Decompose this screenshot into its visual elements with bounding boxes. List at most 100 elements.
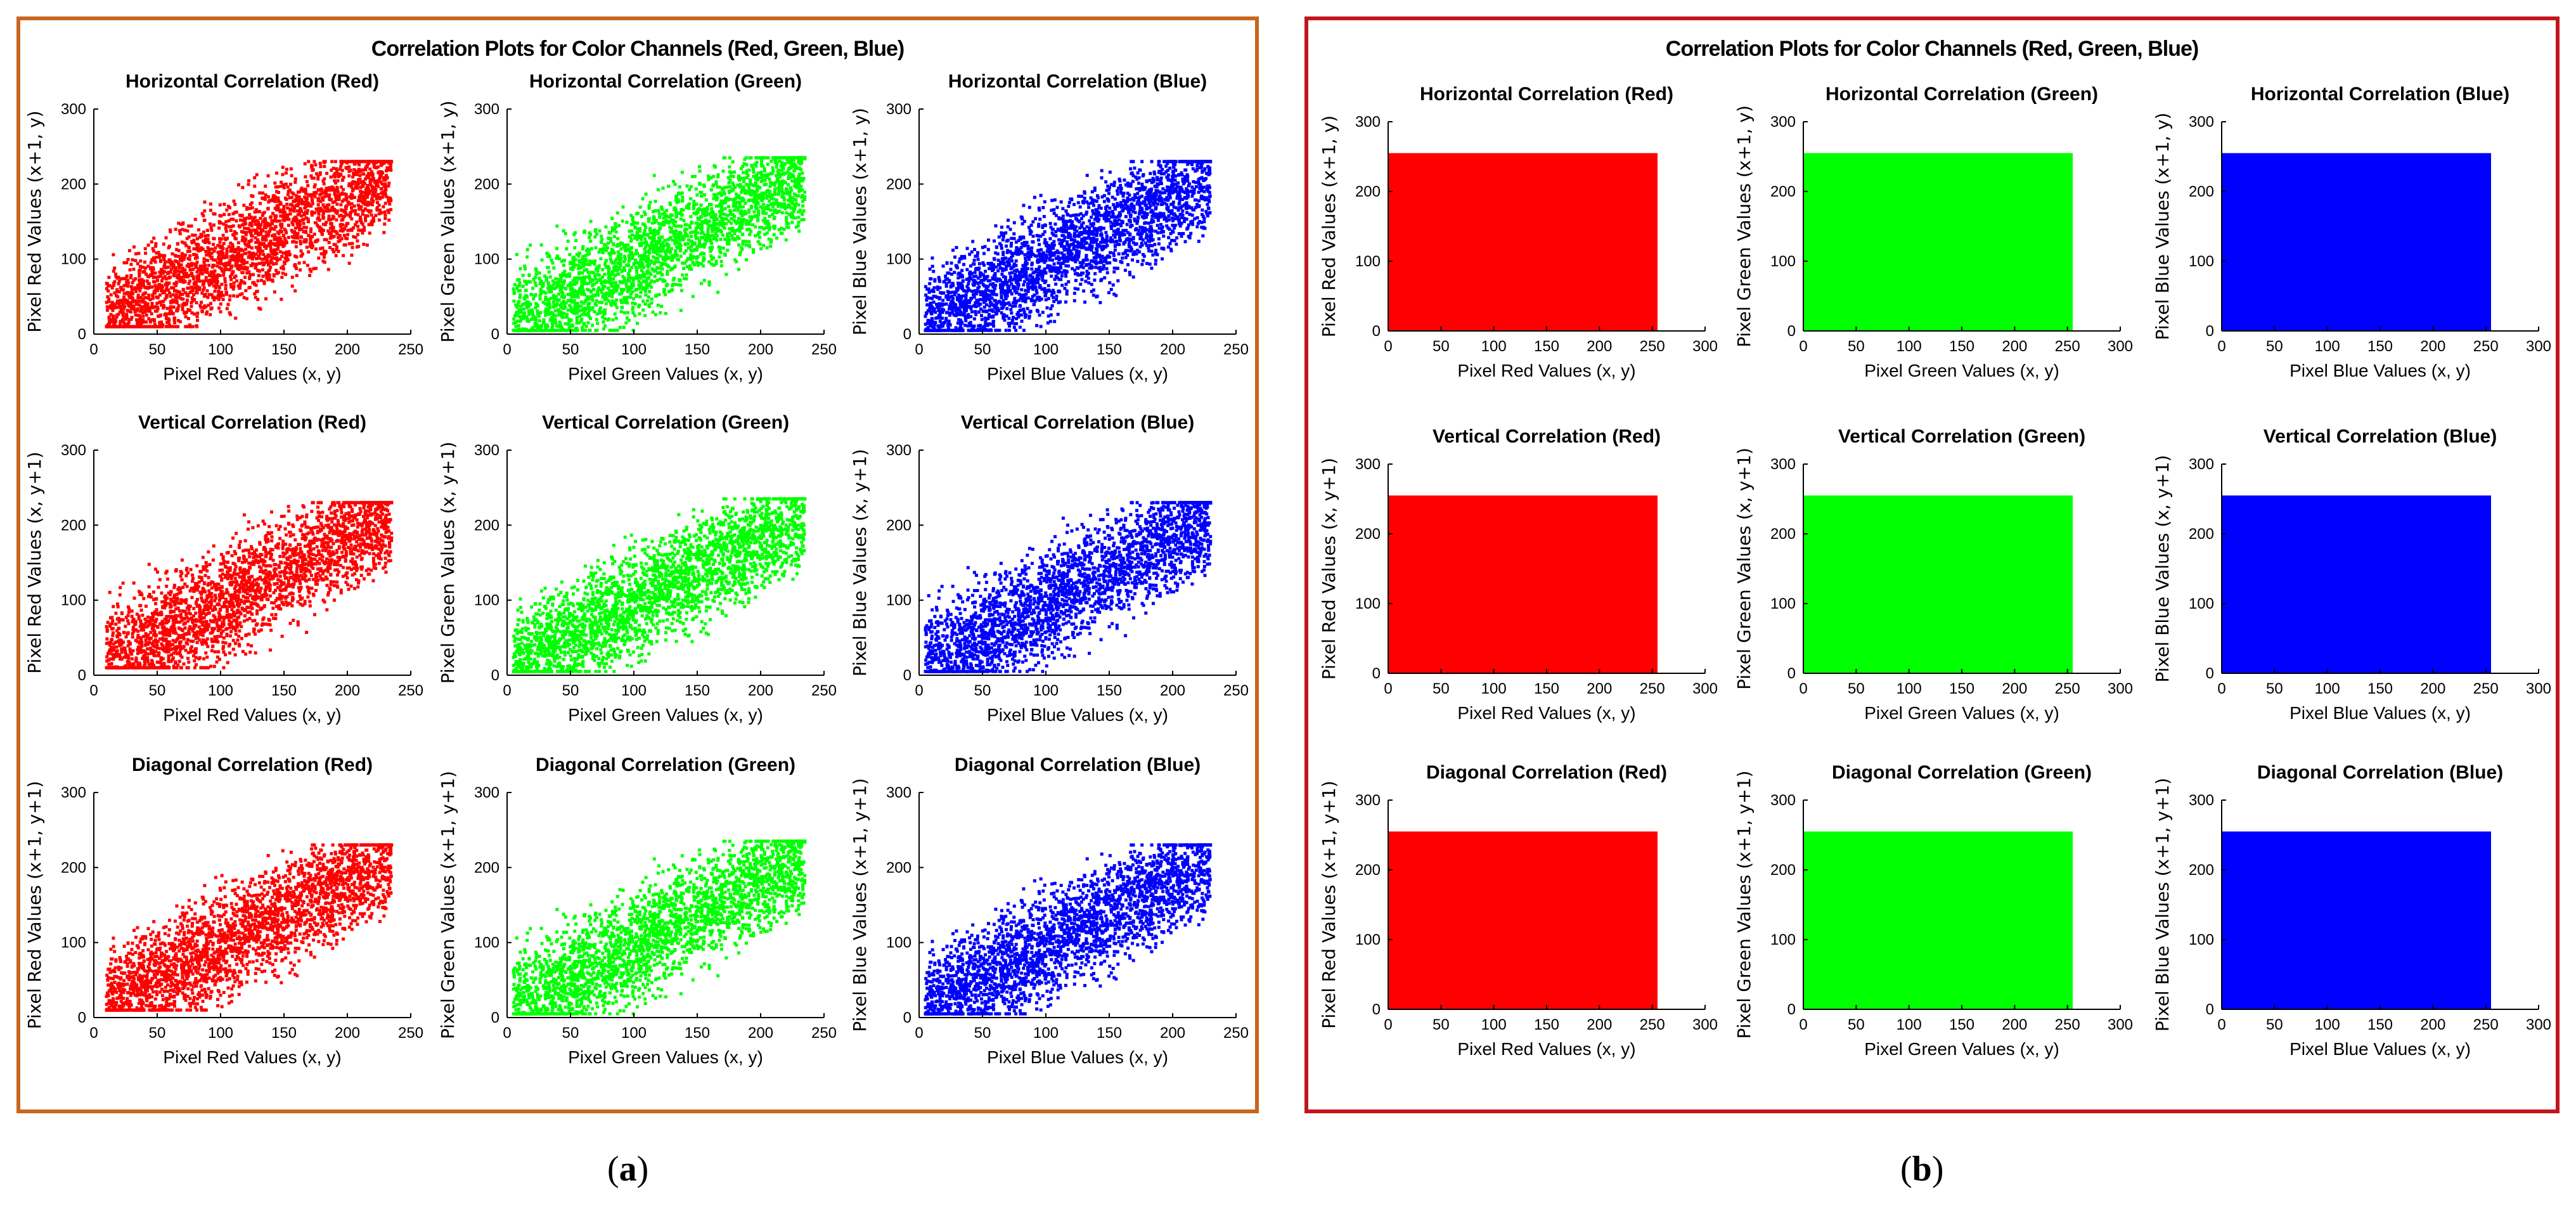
plot-a-horizontal-correlation-red-point [128, 325, 132, 328]
plot-a-horizontal-correlation-red-point [323, 160, 327, 164]
plot-a-horizontal-correlation-red-point [262, 280, 266, 284]
plot-a-horizontal-correlation-green-point [786, 170, 790, 174]
plot-a-horizontal-correlation-red-point [383, 160, 387, 164]
plot-a-horizontal-correlation-green-point [628, 255, 631, 259]
plot-a-horizontal-correlation-red-point [176, 242, 179, 246]
plot-a-horizontal-correlation-green-point [579, 319, 583, 323]
plot-a-horizontal-correlation-red-point [352, 195, 356, 199]
plot-a-horizontal-correlation-red-point [219, 214, 223, 218]
plot-a-horizontal-correlation-red-point [145, 304, 149, 307]
plot-a-horizontal-correlation-green-point [726, 214, 730, 217]
plot-a-horizontal-correlation-red-point [167, 260, 171, 264]
plot-a-horizontal-correlation-red-point [153, 271, 157, 275]
plot-a-horizontal-correlation-red-point [238, 281, 242, 285]
plot-a-horizontal-correlation-green-point [666, 249, 670, 252]
plot-a-horizontal-correlation-red-point [110, 286, 114, 290]
plot-a-horizontal-correlation-red-point [167, 281, 171, 285]
plot-a-horizontal-correlation-red-point [261, 268, 265, 272]
plot-a-horizontal-correlation-red-point [342, 198, 346, 202]
plot-a-horizontal-correlation-green-point [729, 210, 733, 214]
plot-a-horizontal-correlation-green-point [649, 273, 653, 276]
plot-a-horizontal-correlation-green-point [624, 321, 628, 325]
plot-a-horizontal-correlation-red-point [138, 275, 141, 278]
plot-a-horizontal-correlation-red-point [151, 249, 155, 253]
plot-a-horizontal-correlation-red-point [119, 320, 122, 323]
plot-a-horizontal-correlation-red-point [171, 305, 174, 309]
plot-a-horizontal-correlation-red-point [141, 266, 145, 269]
plot-a-horizontal-correlation-green-point [595, 312, 599, 316]
plot-a-horizontal-correlation-red-point [257, 244, 261, 248]
plot-a-horizontal-correlation-red-point [264, 238, 268, 242]
plot-a-horizontal-correlation-red-point [366, 214, 370, 217]
plot-a-horizontal-correlation-green-point [775, 165, 778, 169]
plot-a-horizontal-correlation-green-point [718, 249, 722, 253]
plot-a-horizontal-correlation-red-point [333, 179, 337, 183]
plot-a-horizontal-correlation-red-point [230, 257, 234, 261]
plot-a-horizontal-correlation-red-point [148, 285, 152, 289]
plot-a-horizontal-correlation-green-point [546, 266, 550, 269]
plot-a-horizontal-correlation-red-point [231, 212, 235, 216]
plot-a-horizontal-correlation-red-point [294, 204, 298, 208]
plot-a-horizontal-correlation-green-point [541, 285, 544, 288]
plot-a-horizontal-correlation-red-point [323, 165, 326, 169]
plot-a-horizontal-correlation-red-point [302, 226, 306, 230]
plot-a-horizontal-correlation-green-point [714, 232, 718, 236]
plot-a-horizontal-correlation-red-point [264, 226, 268, 230]
plot-a-horizontal-correlation-green-point [568, 293, 572, 297]
plot-a-horizontal-correlation-green-point [778, 159, 782, 163]
plot-a-horizontal-correlation-green-point [644, 226, 648, 230]
plot-a-horizontal-correlation-red-point [299, 254, 303, 258]
plot-a-horizontal-correlation-red-point [170, 263, 174, 267]
plot-a-horizontal-correlation-red-point [172, 263, 176, 267]
plot-a-horizontal-correlation-red-point [228, 298, 231, 302]
plot-a-horizontal-correlation-green-point [667, 184, 671, 188]
plot-a-horizontal-correlation-green-point [682, 267, 686, 271]
plot-a-horizontal-correlation-green-point [794, 198, 798, 202]
plot-a-horizontal-correlation-red-point [339, 185, 343, 189]
plot-a-horizontal-correlation-green-point [674, 233, 678, 236]
plot-a-horizontal-correlation-green-point [674, 229, 678, 233]
plot-a-horizontal-correlation-green-point [616, 285, 620, 289]
plot-a-horizontal-correlation-green-point [714, 226, 718, 230]
plot-a-horizontal-correlation-green-point [715, 230, 719, 233]
plot-a-horizontal-correlation-green-point [523, 264, 527, 268]
plot-a-horizontal-correlation-red-point [129, 310, 132, 314]
plot-a-horizontal-correlation-red-point [269, 239, 273, 243]
plot-a-horizontal-correlation-red-point [150, 269, 154, 273]
plot-a-horizontal-correlation-green-point [580, 261, 584, 265]
plot-a-horizontal-correlation-red-point [184, 311, 188, 314]
plot-a-horizontal-correlation-red-point [150, 312, 153, 316]
plot-a-horizontal-correlation-green-point [622, 268, 626, 272]
plot-a-horizontal-correlation-red-point [116, 295, 120, 299]
plot-a-horizontal-correlation-red-point [279, 214, 283, 218]
plot-a-horizontal-correlation-red-point [314, 207, 318, 211]
plot-a-horizontal-correlation-green-point [569, 306, 573, 309]
plot-a-horizontal-correlation-green-point [527, 313, 531, 316]
plot-a-horizontal-correlation-red-point [188, 249, 191, 253]
plot-a-horizontal-correlation-green-point [788, 190, 792, 194]
plot-a-horizontal-correlation-red-point [136, 294, 140, 297]
plot-a-horizontal-correlation-green-point [673, 264, 677, 268]
plot-a-horizontal-correlation-red-point [330, 225, 334, 229]
plot-a-horizontal-correlation-red-ylabel: Pixel Red Values (x+1, y) [24, 110, 45, 332]
plot-a-horizontal-correlation-red-point [259, 217, 262, 221]
plot-a-horizontal-correlation-green: Horizontal Correlation (Green)0 50 100 150 2… [437, 71, 837, 384]
plot-a-horizontal-correlation-green-point [735, 192, 738, 196]
plot-a-horizontal-correlation-green-point [712, 221, 716, 224]
plot-a-horizontal-correlation-green-point [672, 179, 676, 183]
plot-a-horizontal-correlation-red-point [195, 314, 199, 318]
plot-a-horizontal-correlation-green-point [715, 198, 719, 202]
plot-a-horizontal-correlation-red-point [145, 320, 148, 324]
plot-a-horizontal-correlation-red-point [156, 275, 160, 279]
plot-a-horizontal-correlation-red-point [262, 281, 266, 285]
plot-a-horizontal-correlation-green-point [655, 252, 659, 256]
plot-a-horizontal-correlation-red-point [185, 292, 189, 296]
plot-a-horizontal-correlation-red-point [236, 284, 240, 288]
plot-a-horizontal-correlation-red-point [311, 202, 314, 205]
plot-a-horizontal-correlation-red-point [224, 290, 228, 294]
plot-a-horizontal-correlation-green-point [629, 214, 633, 217]
plot-a-horizontal-correlation-red-point [264, 271, 268, 275]
plot-a-horizontal-correlation-red-point [175, 260, 179, 264]
plot-a-horizontal-correlation-green-point [741, 240, 745, 243]
plot-a-horizontal-correlation-red-point [275, 256, 279, 260]
